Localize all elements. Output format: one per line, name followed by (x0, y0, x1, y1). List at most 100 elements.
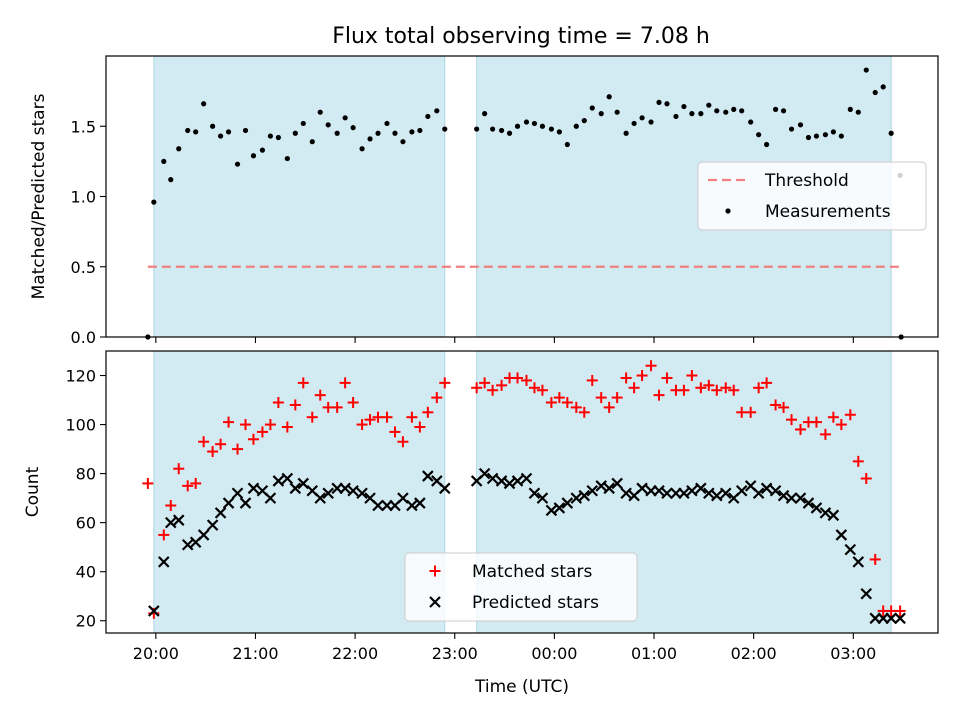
top-measurements-point (275, 134, 281, 141)
top-measurements-point (325, 122, 331, 128)
bottom-predicted-stars-point-b (172, 514, 185, 526)
top-y-tick-label: 1.5 (71, 117, 96, 136)
bottom-matched-stars-point (364, 414, 376, 426)
bottom-predicted-stars-point (231, 487, 244, 500)
bottom-matched-stars-point (173, 463, 185, 475)
bottom-predicted-stars-point (172, 514, 185, 526)
top-measurements-point (664, 101, 670, 107)
bottom-predicted-stars-point-b (570, 492, 583, 504)
bottom-matched-stars-point (314, 389, 326, 401)
bottom-predicted-stars-point-b (322, 487, 334, 500)
top-measurements-point (242, 127, 249, 134)
bottom-predicted-stars-point (264, 492, 277, 504)
bottom-matched-stars-point (272, 396, 284, 408)
bottom-matched-stars-point (281, 421, 293, 433)
top-measurements-point (498, 127, 505, 134)
bottom-axes-frame (105, 350, 939, 634)
bottom-matched-stars-point (520, 374, 532, 386)
bottom-predicted-stars-point-b (860, 587, 873, 600)
bottom-matched-stars-point (422, 406, 434, 418)
bottom-x-tick-label: 00:00 (531, 644, 577, 663)
bottom-x-tick-label: 02:00 (731, 644, 777, 663)
bottom-predicted-stars-point (197, 529, 210, 541)
top-measurements-point (259, 147, 266, 153)
bottom-predicted-stars-point-b (206, 519, 219, 531)
top-measurements-point (838, 133, 844, 139)
bottom-predicted-stars-point-b (794, 492, 807, 504)
bottom-predicted-stars-point-b (735, 484, 748, 497)
bottom-predicted-stars-point-b (760, 482, 773, 495)
bottom-predicted-stars-point-b (744, 480, 757, 492)
top-panel-ratio-plot: 0.0 0.5 1.0 1.5 Matched/Predicted stars Thres… (29, 55, 939, 347)
top-measurements-point (723, 109, 729, 115)
top-y-tick-label: 0.5 (71, 258, 96, 277)
bottom-predicted-stars-point (545, 504, 558, 517)
bottom-predicted-stars-point-b (686, 484, 698, 497)
bottom-matched-stars-point (381, 411, 393, 423)
bottom-predicted-stars-point (314, 492, 327, 504)
bottom-matched-stars-point (545, 396, 557, 408)
bottom-predicted-stars-point (503, 477, 516, 490)
bottom-matched-stars-point (611, 392, 623, 404)
top-measurements-point (797, 122, 804, 128)
bottom-predicted-stars-point (520, 472, 533, 485)
bottom-predicted-stars-point-b (636, 482, 648, 495)
top-measurements-point (623, 130, 629, 136)
bottom-predicted-stars-point (785, 492, 798, 504)
bottom-predicted-stars-point-b (885, 612, 897, 625)
bottom-predicted-stars-point-b (545, 504, 558, 517)
bottom-matched-stars-point (711, 384, 723, 396)
bottom-matched-stars-point (496, 379, 508, 391)
bottom-matched-stars-point (869, 553, 881, 565)
bottom-predicted-stars-point-b (719, 487, 732, 500)
top-measurements-point (482, 111, 488, 117)
bottom-predicted-stars-point-b (553, 502, 566, 514)
top-measurements-point (161, 158, 167, 164)
bottom-predicted-stars-point (819, 507, 832, 519)
bottom-predicted-stars-point (406, 499, 418, 512)
bottom-predicted-stars-point (372, 499, 384, 512)
bottom-predicted-stars-point-b (661, 487, 673, 500)
bottom-matched-stars-point (190, 477, 202, 489)
bottom-predicted-stars-point-b (158, 556, 170, 568)
top-measurements-point (442, 126, 448, 132)
bottom-predicted-stars-point (478, 467, 491, 480)
bottom-series-matched-stars (142, 360, 906, 619)
top-measurements-point (284, 155, 290, 162)
bottom-predicted-stars-point-b (164, 516, 177, 529)
bottom-predicted-stars-point-b (422, 470, 434, 482)
top-measurements-point (193, 129, 199, 135)
bottom-predicted-stars-point-b (289, 482, 302, 495)
bottom-predicted-stars-point (711, 489, 723, 502)
top-measurements-point (300, 120, 306, 127)
bottom-predicted-stars-point (164, 516, 177, 529)
bottom-matched-stars-point (578, 406, 590, 418)
bottom-predicted-stars-point-b (752, 487, 765, 500)
bottom-predicted-stars-point-b (339, 482, 351, 495)
bottom-matched-stars-point (339, 377, 351, 389)
bottom-matched-stars-point (512, 372, 524, 384)
bottom-predicted-stars-point-b (578, 489, 591, 502)
bottom-matched-stars-point (306, 411, 318, 423)
bottom-predicted-stars-point-b (894, 612, 906, 625)
bottom-matched-stars-point (487, 384, 499, 396)
top-measurements-point (234, 161, 241, 167)
bottom-predicted-stars-point-b (810, 502, 823, 514)
bottom-matched-stars-point (794, 423, 806, 435)
bottom-predicted-stars-point (356, 487, 368, 500)
top-measurements-point (367, 136, 373, 142)
bottom-predicted-stars-point-b (653, 484, 665, 497)
bottom-predicted-stars-point-b (372, 499, 384, 512)
bottom-matched-stars-point (347, 396, 359, 408)
top-measurements-point (830, 129, 836, 135)
bottom-predicted-stars-point (422, 470, 434, 482)
top-measurements-point (523, 119, 530, 125)
bottom-matched-stars-point (553, 392, 565, 404)
top-measurements-point (392, 130, 398, 136)
bottom-predicted-stars-point-b (486, 472, 499, 485)
bottom-predicted-stars-point (148, 605, 160, 617)
bottom-predicted-stars-point (802, 497, 815, 509)
bottom-predicted-stars-point-b (439, 482, 451, 495)
bottom-matched-stars-point (256, 426, 268, 438)
